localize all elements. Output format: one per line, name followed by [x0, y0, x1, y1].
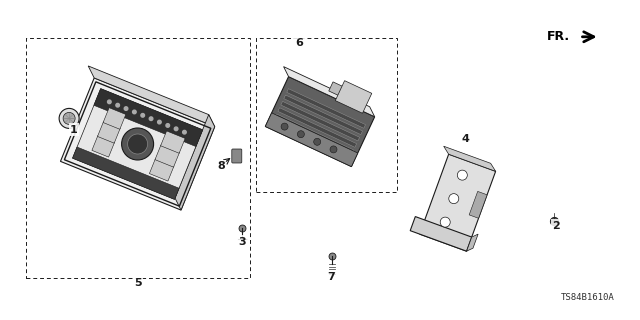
- Circle shape: [149, 117, 153, 121]
- Text: 3: 3: [238, 236, 246, 247]
- Polygon shape: [94, 89, 203, 147]
- Text: FR.: FR.: [547, 30, 570, 43]
- Polygon shape: [275, 114, 354, 154]
- Circle shape: [127, 134, 148, 154]
- Circle shape: [166, 124, 170, 127]
- Polygon shape: [103, 108, 126, 129]
- Polygon shape: [469, 191, 487, 218]
- Polygon shape: [278, 108, 356, 147]
- Polygon shape: [335, 81, 372, 113]
- Polygon shape: [72, 147, 179, 199]
- Polygon shape: [284, 67, 374, 117]
- Polygon shape: [420, 154, 495, 251]
- Polygon shape: [281, 101, 360, 141]
- Polygon shape: [60, 78, 215, 210]
- Bar: [256, 38, 397, 192]
- Circle shape: [141, 114, 145, 117]
- Circle shape: [157, 120, 161, 124]
- Circle shape: [63, 112, 75, 124]
- Polygon shape: [266, 76, 374, 167]
- Text: 8: 8: [217, 161, 225, 172]
- Polygon shape: [410, 217, 472, 251]
- Polygon shape: [97, 122, 120, 143]
- Circle shape: [449, 194, 459, 204]
- Circle shape: [281, 123, 288, 130]
- Circle shape: [174, 127, 178, 131]
- Circle shape: [330, 146, 337, 153]
- Circle shape: [182, 130, 186, 134]
- Polygon shape: [155, 145, 180, 167]
- Circle shape: [59, 108, 79, 128]
- Polygon shape: [284, 95, 362, 135]
- Polygon shape: [88, 66, 215, 127]
- Polygon shape: [329, 82, 360, 104]
- Polygon shape: [287, 89, 365, 128]
- Text: 7: 7: [328, 272, 335, 282]
- Circle shape: [122, 128, 154, 160]
- Polygon shape: [266, 113, 358, 167]
- Text: 1: 1: [70, 124, 77, 135]
- Circle shape: [298, 131, 305, 138]
- Polygon shape: [444, 146, 495, 171]
- Polygon shape: [161, 131, 185, 153]
- Circle shape: [124, 107, 128, 110]
- Text: 5: 5: [134, 278, 141, 288]
- Polygon shape: [272, 120, 351, 160]
- Text: 6: 6: [296, 38, 303, 48]
- Text: 2: 2: [552, 220, 559, 231]
- Circle shape: [440, 217, 450, 227]
- FancyBboxPatch shape: [232, 149, 242, 163]
- Text: TS84B1610A: TS84B1610A: [561, 293, 614, 302]
- Circle shape: [108, 100, 111, 104]
- Polygon shape: [72, 89, 203, 199]
- Circle shape: [458, 170, 467, 180]
- Text: 4: 4: [462, 134, 470, 144]
- Circle shape: [132, 110, 136, 114]
- Circle shape: [314, 138, 321, 145]
- Circle shape: [116, 103, 120, 107]
- Polygon shape: [175, 115, 215, 210]
- Polygon shape: [92, 135, 115, 157]
- Polygon shape: [149, 159, 174, 181]
- Bar: [26, 38, 250, 278]
- Polygon shape: [467, 234, 478, 251]
